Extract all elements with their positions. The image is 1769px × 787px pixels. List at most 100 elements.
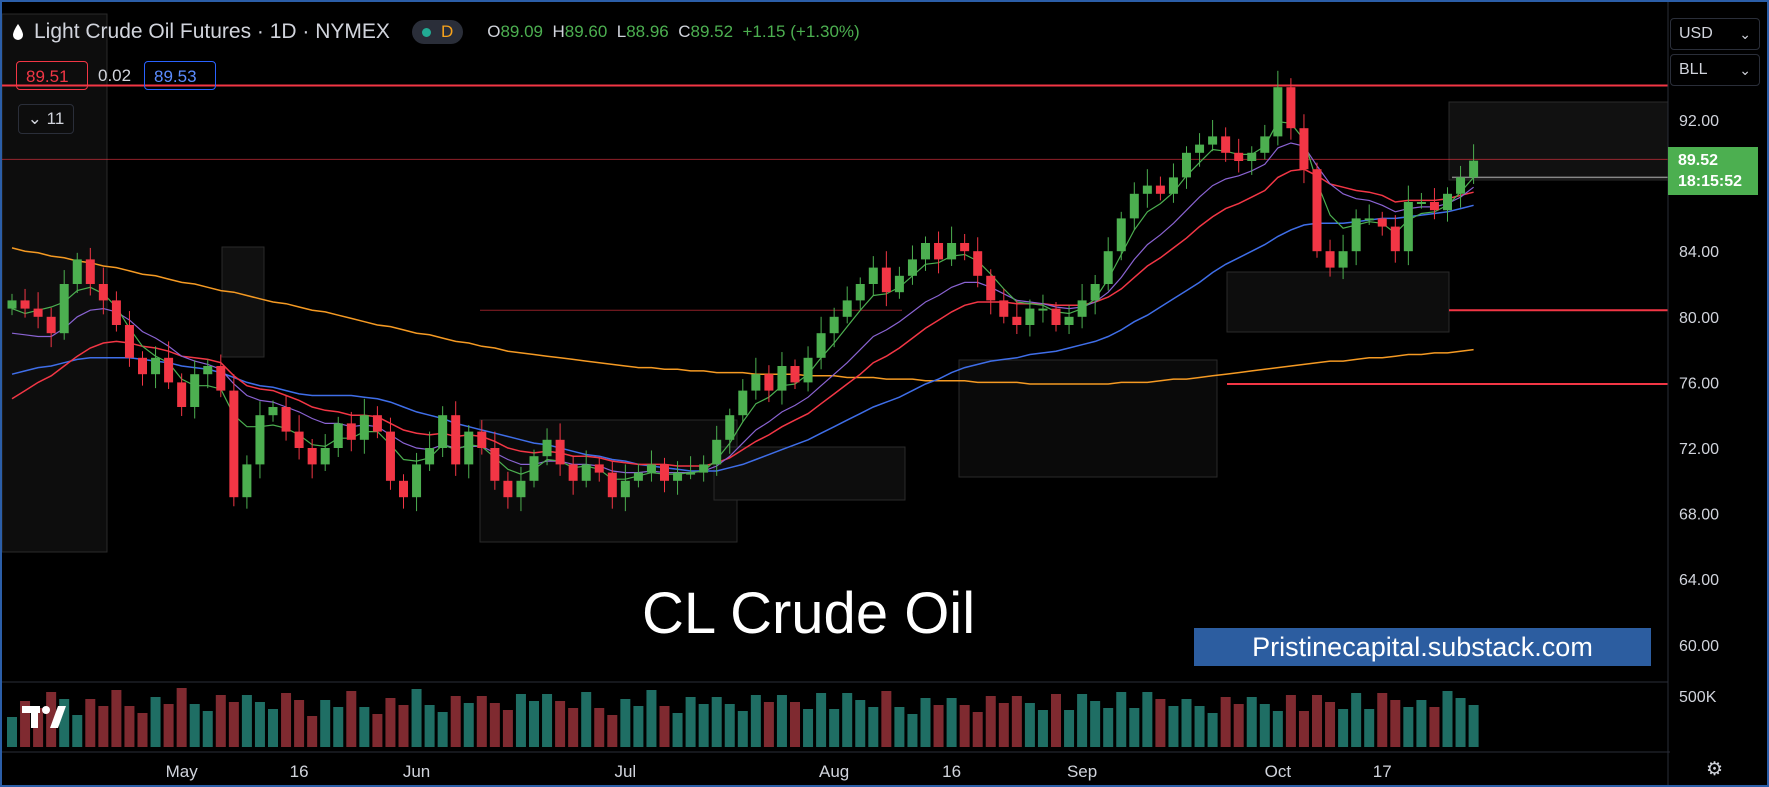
candle-body	[164, 357, 174, 383]
zone-box	[1226, 271, 1450, 333]
volume-bar	[59, 699, 70, 747]
volume-bar	[763, 702, 774, 747]
candle-body	[124, 325, 134, 358]
candle-body	[881, 267, 891, 293]
candle-body	[829, 316, 839, 334]
volume-bar	[894, 707, 905, 747]
volume-bar	[1103, 708, 1114, 747]
candle-body	[1221, 136, 1231, 153]
volume-bar	[1077, 694, 1088, 747]
volume-bar	[1312, 695, 1322, 747]
volume-bar	[1377, 693, 1388, 747]
candle-body	[816, 333, 826, 358]
watermark-title: CL Crude Oil	[642, 581, 976, 646]
currency-select[interactable]: USD ⌄	[1670, 18, 1760, 50]
volume-bar	[1233, 704, 1244, 747]
candle-body	[281, 407, 291, 432]
volume-bar	[790, 702, 800, 747]
volume-bar	[228, 702, 239, 747]
volume-bar	[359, 707, 370, 747]
volume-bar	[672, 713, 683, 747]
time-tick-label: Jun	[403, 762, 430, 781]
volume-bar	[254, 702, 265, 747]
candle-body	[947, 243, 957, 260]
symbol-title: Light Crude Oil Futures · 1D · NYMEX	[34, 20, 390, 43]
tradingview-logo-icon[interactable]	[22, 704, 68, 730]
volume-bar	[502, 710, 513, 747]
volume-bar	[137, 713, 148, 747]
unit-value: BLL	[1679, 61, 1708, 78]
volume-bar	[816, 693, 827, 747]
candle-body	[555, 439, 565, 465]
candle-body	[111, 300, 121, 325]
volume-bar	[176, 688, 187, 747]
time-tick-label: 16	[290, 762, 309, 781]
candle-body	[542, 439, 552, 457]
candle-body	[203, 366, 213, 375]
volume-bar	[294, 700, 305, 747]
volume-bar	[424, 705, 435, 747]
volume-bar	[385, 698, 396, 747]
open-label: O	[487, 22, 501, 41]
volume-bar	[163, 704, 174, 747]
volume-bar	[515, 694, 526, 747]
candle-body	[620, 480, 630, 498]
volume-bar	[1155, 699, 1166, 747]
sell-price-button[interactable]: 89.51	[16, 61, 88, 90]
zone-box	[1448, 101, 1669, 181]
candle-body	[1038, 308, 1048, 311]
volume-bar	[633, 706, 644, 747]
volume-bar	[111, 690, 122, 747]
symbol-legend[interactable]: Light Crude Oil Futures · 1D · NYMEX D O…	[12, 20, 860, 44]
candle-body	[894, 275, 904, 293]
last-price-value: 89.52	[1678, 152, 1719, 169]
volume-bar	[776, 695, 787, 747]
candle-body	[1051, 308, 1061, 325]
candle-body	[646, 464, 656, 473]
volume-bar	[1064, 710, 1075, 747]
indicators-toggle[interactable]: ⌄ 11	[18, 104, 74, 134]
volume-bar	[346, 691, 357, 747]
candle-body	[1286, 87, 1296, 129]
candle-body	[1129, 193, 1139, 219]
time-tick-label: 16	[942, 762, 961, 781]
price-tick-label: 72.00	[1679, 441, 1719, 458]
volume-bar	[1390, 700, 1401, 747]
price-tick-label: 76.00	[1679, 375, 1719, 392]
candle-body	[855, 284, 865, 301]
ema-mid-line	[11, 142, 1474, 474]
unit-select[interactable]: BLL ⌄	[1670, 54, 1760, 86]
volume-bar	[1403, 707, 1414, 747]
candle-body	[1377, 218, 1387, 227]
last-price-label: 89.52 18:15:52	[1668, 147, 1758, 195]
candle-body	[1182, 152, 1191, 178]
candle-body	[777, 366, 787, 391]
interval-badge[interactable]: D	[411, 20, 464, 44]
oil-drop-icon	[13, 24, 23, 40]
volume-bar	[1207, 713, 1218, 747]
time-tick-label: May	[166, 762, 199, 781]
zone-box	[713, 446, 906, 501]
price-tick-label: 64.00	[1679, 572, 1719, 589]
volume-bar	[737, 711, 748, 747]
currency-value: USD	[1679, 25, 1713, 42]
gear-icon[interactable]: ⚙	[1706, 759, 1724, 780]
candle-body	[1234, 152, 1244, 161]
volume-bar	[1272, 711, 1283, 747]
volume-bar	[1468, 705, 1479, 747]
volume-bar	[1455, 698, 1466, 747]
candle-body	[412, 464, 422, 498]
candle-body	[20, 300, 30, 309]
candle-body	[1390, 226, 1400, 252]
volume-bar	[98, 706, 109, 747]
volume-bar	[594, 708, 605, 747]
chevron-down-icon: ⌄	[1739, 26, 1751, 42]
candle-body	[934, 243, 944, 260]
interval-label: D	[440, 22, 454, 41]
time-tick-label: Aug	[819, 762, 849, 781]
buy-price-button[interactable]: 89.53	[144, 61, 216, 90]
volume-bar	[972, 712, 983, 747]
volume-bar	[33, 708, 44, 747]
